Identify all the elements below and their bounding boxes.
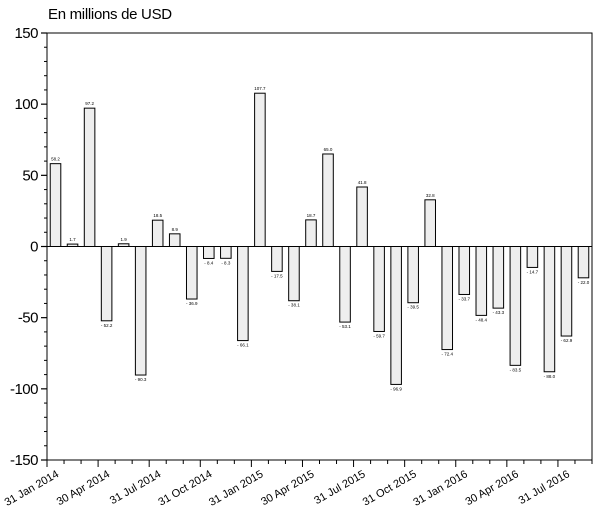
bar xyxy=(185,246,198,300)
y-tick-label: 150 xyxy=(14,25,38,42)
x-tick-label: 31 Jul 2015 xyxy=(312,468,367,507)
bar xyxy=(373,246,385,332)
x-tick-label: 31 Jul 2014 xyxy=(108,468,163,507)
y-tick-label: 50 xyxy=(22,167,38,184)
bar xyxy=(509,246,522,366)
x-tick-label: 31 Jan 2014 xyxy=(3,468,61,509)
bar xyxy=(492,246,505,309)
bar xyxy=(117,243,130,248)
bar xyxy=(407,246,419,304)
bar-data-label: - 33.7 xyxy=(459,296,471,301)
bar-data-label: - 22.0 xyxy=(578,280,590,285)
y-tick-label: -100 xyxy=(10,381,38,398)
y-tick-label: -150 xyxy=(10,452,38,469)
y-tick-label: 100 xyxy=(14,96,38,113)
bar xyxy=(458,246,471,295)
bar-data-label: 18.5 xyxy=(153,213,162,218)
bar-data-label: 97.2 xyxy=(85,101,94,106)
bar-data-label: - 8.3 xyxy=(221,260,231,265)
bar-data-label: 107.7 xyxy=(254,86,266,91)
bar xyxy=(100,246,113,322)
bar xyxy=(66,243,79,248)
bar xyxy=(237,246,249,342)
y-tick-label: -50 xyxy=(18,310,38,327)
bar-data-label: - 39.5 xyxy=(407,305,419,310)
bar xyxy=(356,186,368,248)
bar xyxy=(220,246,232,259)
y-tick-label: 0 xyxy=(30,239,38,256)
bar-data-label: - 17.5 xyxy=(271,273,283,278)
x-tick-label: 30 Apr 2014 xyxy=(55,468,112,508)
x-tick-label: 30 Apr 2015 xyxy=(259,468,316,508)
bar-data-label: 32.8 xyxy=(426,193,435,198)
x-tick-label: 30 Apr 2016 xyxy=(463,468,520,508)
bar xyxy=(151,219,164,248)
bar-data-label: - 59.7 xyxy=(373,333,385,338)
bar xyxy=(441,246,454,351)
x-tick-label: 31 Jul 2016 xyxy=(517,468,572,507)
x-tick-label: 31 Jan 2015 xyxy=(207,468,265,509)
bar xyxy=(49,163,62,247)
x-tick-label: 31 Jan 2016 xyxy=(411,468,469,509)
bar-data-label: - 96.9 xyxy=(390,386,402,391)
bar xyxy=(475,246,488,316)
bar-data-label: - 48.4 xyxy=(476,317,488,322)
bar-data-label: - 72.4 xyxy=(441,352,453,357)
bar-data-label: - 8.4 xyxy=(204,260,214,265)
bar-data-label: - 36.9 xyxy=(186,301,198,306)
bar xyxy=(288,246,300,302)
bar-data-label: 58.2 xyxy=(51,157,60,162)
x-tick-label: 31 Oct 2014 xyxy=(156,468,214,508)
bar xyxy=(543,246,556,373)
bar-data-label: - 38.1 xyxy=(288,303,300,308)
bar-data-label: 65.0 xyxy=(324,147,333,152)
bar xyxy=(254,92,266,247)
bar xyxy=(390,246,402,385)
bar-data-label: 18.7 xyxy=(307,213,316,218)
bar-data-label: - 83.5 xyxy=(510,367,522,372)
bar xyxy=(560,246,573,337)
bar-data-label: - 52.2 xyxy=(101,323,113,328)
bar xyxy=(271,246,283,272)
bar-data-label: - 66.1 xyxy=(237,343,249,348)
bar-data-label: 8.9 xyxy=(172,227,179,232)
bar-data-label: - 14.7 xyxy=(527,269,539,274)
bar xyxy=(577,246,590,279)
bar-data-label: - 90.3 xyxy=(135,377,147,382)
bar xyxy=(526,246,539,268)
bar-data-label: - 88.0 xyxy=(544,374,556,379)
bar xyxy=(203,246,215,259)
bar-data-label: 1.7 xyxy=(69,237,76,242)
bar xyxy=(305,219,317,247)
bar xyxy=(322,153,334,248)
bar xyxy=(83,107,96,248)
bar-data-label: - 53.1 xyxy=(339,324,351,329)
x-tick-label: 31 Oct 2015 xyxy=(361,468,419,508)
bar xyxy=(339,246,351,323)
bar xyxy=(134,246,147,376)
bar-data-label: 1.9 xyxy=(121,237,128,242)
bar-data-label: 41.8 xyxy=(358,180,367,185)
bar xyxy=(424,199,436,247)
bar-data-label: - 62.9 xyxy=(561,338,573,343)
bar-data-label: - 43.3 xyxy=(493,310,505,315)
bar xyxy=(168,233,181,248)
unit-label: En millions de USD xyxy=(48,6,172,23)
